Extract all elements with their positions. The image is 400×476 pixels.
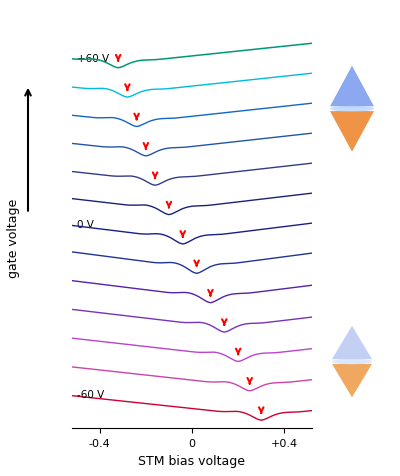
Ellipse shape <box>332 359 372 365</box>
Text: +60 V: +60 V <box>77 53 109 63</box>
X-axis label: STM bias voltage: STM bias voltage <box>138 454 246 466</box>
Polygon shape <box>330 67 374 107</box>
Text: gate voltage: gate voltage <box>8 198 20 278</box>
Ellipse shape <box>330 107 374 112</box>
Text: 0 V: 0 V <box>77 220 94 230</box>
Polygon shape <box>332 326 372 359</box>
Text: -60 V: -60 V <box>77 390 104 400</box>
Polygon shape <box>330 112 374 152</box>
Polygon shape <box>332 364 372 397</box>
